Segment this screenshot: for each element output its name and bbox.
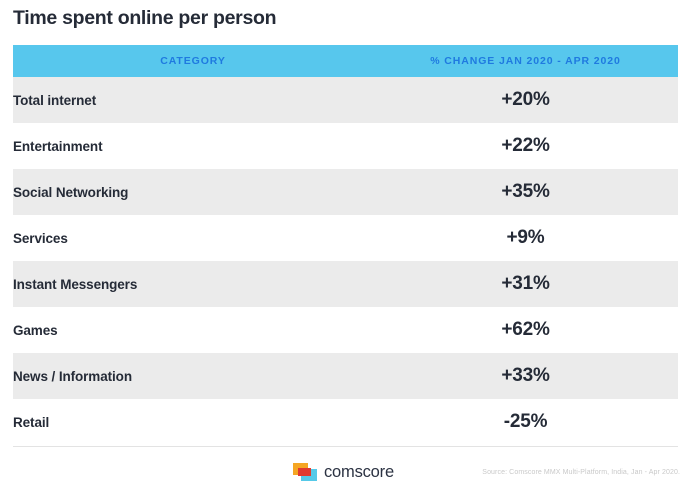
cell-change: +22%	[501, 135, 550, 156]
cell-category: Instant Messengers	[13, 276, 138, 292]
cell-change: +20%	[501, 89, 550, 110]
table-row: Instant Messengers +31%	[13, 261, 678, 307]
cell-category: Total internet	[13, 92, 97, 108]
table-row: Total internet +20%	[13, 77, 678, 123]
cell-change: +35%	[501, 181, 550, 202]
source-note: Source: Comscore MMX Multi-Platform, Ind…	[482, 469, 680, 476]
cell-category: News / Information	[13, 368, 132, 384]
footer: comscore Source: Comscore MMX Multi-Plat…	[0, 460, 690, 497]
cell-category: Games	[13, 322, 58, 338]
cell-category: Retail	[13, 414, 50, 430]
table-row: Retail -25%	[13, 399, 678, 445]
cell-change: +9%	[506, 227, 545, 248]
comscore-wordmark: comscore	[324, 463, 394, 481]
page-title: Time spent online per person	[13, 7, 277, 29]
table-row: Social Networking +35%	[13, 169, 678, 215]
cell-change: +62%	[501, 319, 550, 340]
comscore-logo-icon	[293, 463, 317, 482]
table-header-row: CATEGORY % CHANGE JAN 2020 - APR 2020	[13, 45, 678, 77]
cell-change: +31%	[501, 273, 550, 294]
cell-category: Entertainment	[13, 138, 103, 154]
column-header-change: % CHANGE JAN 2020 - APR 2020	[430, 55, 621, 67]
table-header: CATEGORY % CHANGE JAN 2020 - APR 2020	[13, 45, 678, 77]
cell-category: Social Networking	[13, 184, 129, 200]
cell-category: Services	[13, 230, 68, 246]
table-row: Services +9%	[13, 215, 678, 261]
comscore-logo: comscore	[293, 463, 394, 482]
logo-square-red	[298, 468, 311, 476]
table-bottom-divider	[13, 446, 678, 447]
column-header-category: CATEGORY	[160, 55, 226, 67]
table-row: News / Information +33%	[13, 353, 678, 399]
table-body: Total internet +20% Entertainment +22% S…	[13, 77, 678, 445]
table-row: Entertainment +22%	[13, 123, 678, 169]
cell-change: -25%	[503, 411, 548, 432]
time-spent-online-table: CATEGORY % CHANGE JAN 2020 - APR 2020 To…	[13, 45, 678, 445]
cell-change: +33%	[501, 365, 550, 386]
table-row: Games +62%	[13, 307, 678, 353]
